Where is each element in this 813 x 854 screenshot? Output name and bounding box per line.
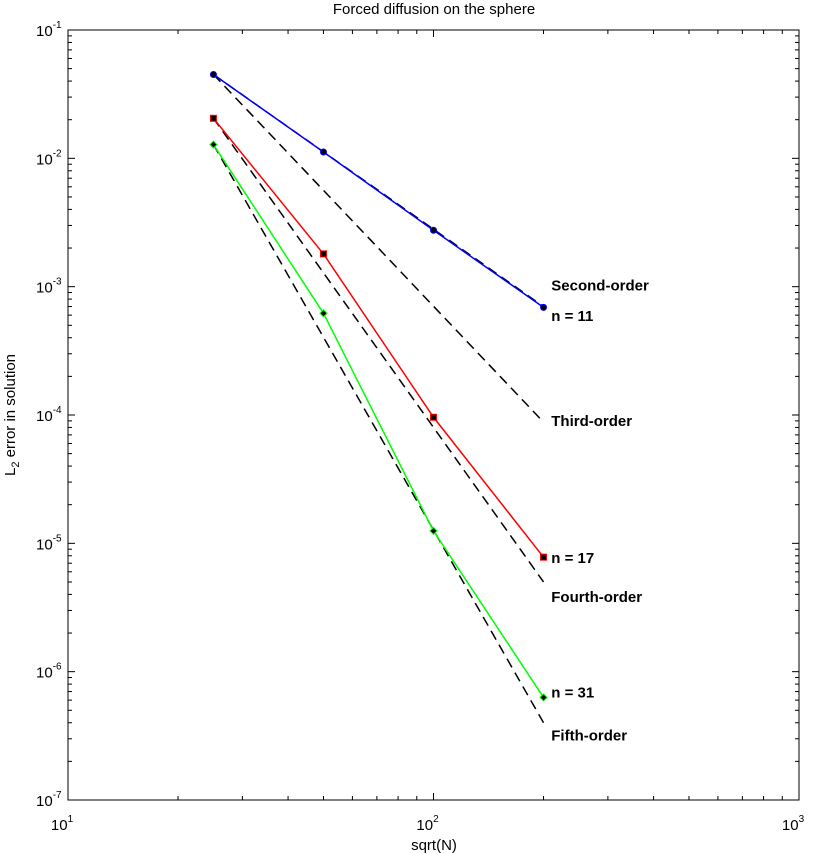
data-point <box>430 226 437 234</box>
y-axis-label: L2 error in solution <box>2 354 22 476</box>
x-tick-label: 102 <box>416 814 439 834</box>
y-tick-label: 10-2 <box>36 148 62 168</box>
chart-title: Forced diffusion on the sphere <box>333 1 535 18</box>
y-tick-label: 10-3 <box>36 277 62 297</box>
y-tick-label: 10-1 <box>36 20 62 40</box>
reference-line <box>212 117 545 583</box>
annotation-label: Fourth-order <box>551 589 642 606</box>
data-series <box>209 71 548 702</box>
annotation-label: Second-order <box>551 278 649 295</box>
data-point <box>540 553 548 561</box>
data-point <box>540 303 548 311</box>
axis-ticks: 101 102 103 10-7 10-6 10-5 10-4 10-3 10-2 10-1 <box>36 20 805 834</box>
annotation-label: Third-order <box>551 413 632 430</box>
data-point <box>319 250 327 258</box>
annotation-label: n = 11 <box>551 308 593 325</box>
annotation-label: n = 17 <box>551 550 594 567</box>
data-point <box>539 693 548 702</box>
y-tick-label: 10-7 <box>36 790 62 810</box>
annotation-label: n = 31 <box>551 684 594 701</box>
reference-lines <box>212 73 545 724</box>
series-line <box>212 117 545 558</box>
data-point <box>319 309 328 318</box>
data-point <box>209 71 217 79</box>
series-line <box>213 73 544 308</box>
annotation-label: Fifth-order <box>551 728 627 745</box>
reference-line <box>212 73 545 423</box>
data-point <box>319 148 327 156</box>
annotations: Second-order n = 11 Third-order n = 17 Fourt… <box>551 278 649 745</box>
x-axis-label: sqrt(N) <box>411 837 457 854</box>
series-line <box>212 144 545 698</box>
y-tick-label: 10-6 <box>36 662 62 682</box>
data-point <box>429 526 438 536</box>
reference-line <box>212 144 545 724</box>
data-point <box>209 140 218 149</box>
data-point <box>209 114 217 122</box>
y-tick-label: 10-4 <box>36 405 62 425</box>
data-point <box>430 413 437 421</box>
x-tick-label: 101 <box>51 814 74 834</box>
x-tick-label: 103 <box>782 814 805 834</box>
y-tick-label: 10-5 <box>36 533 62 553</box>
